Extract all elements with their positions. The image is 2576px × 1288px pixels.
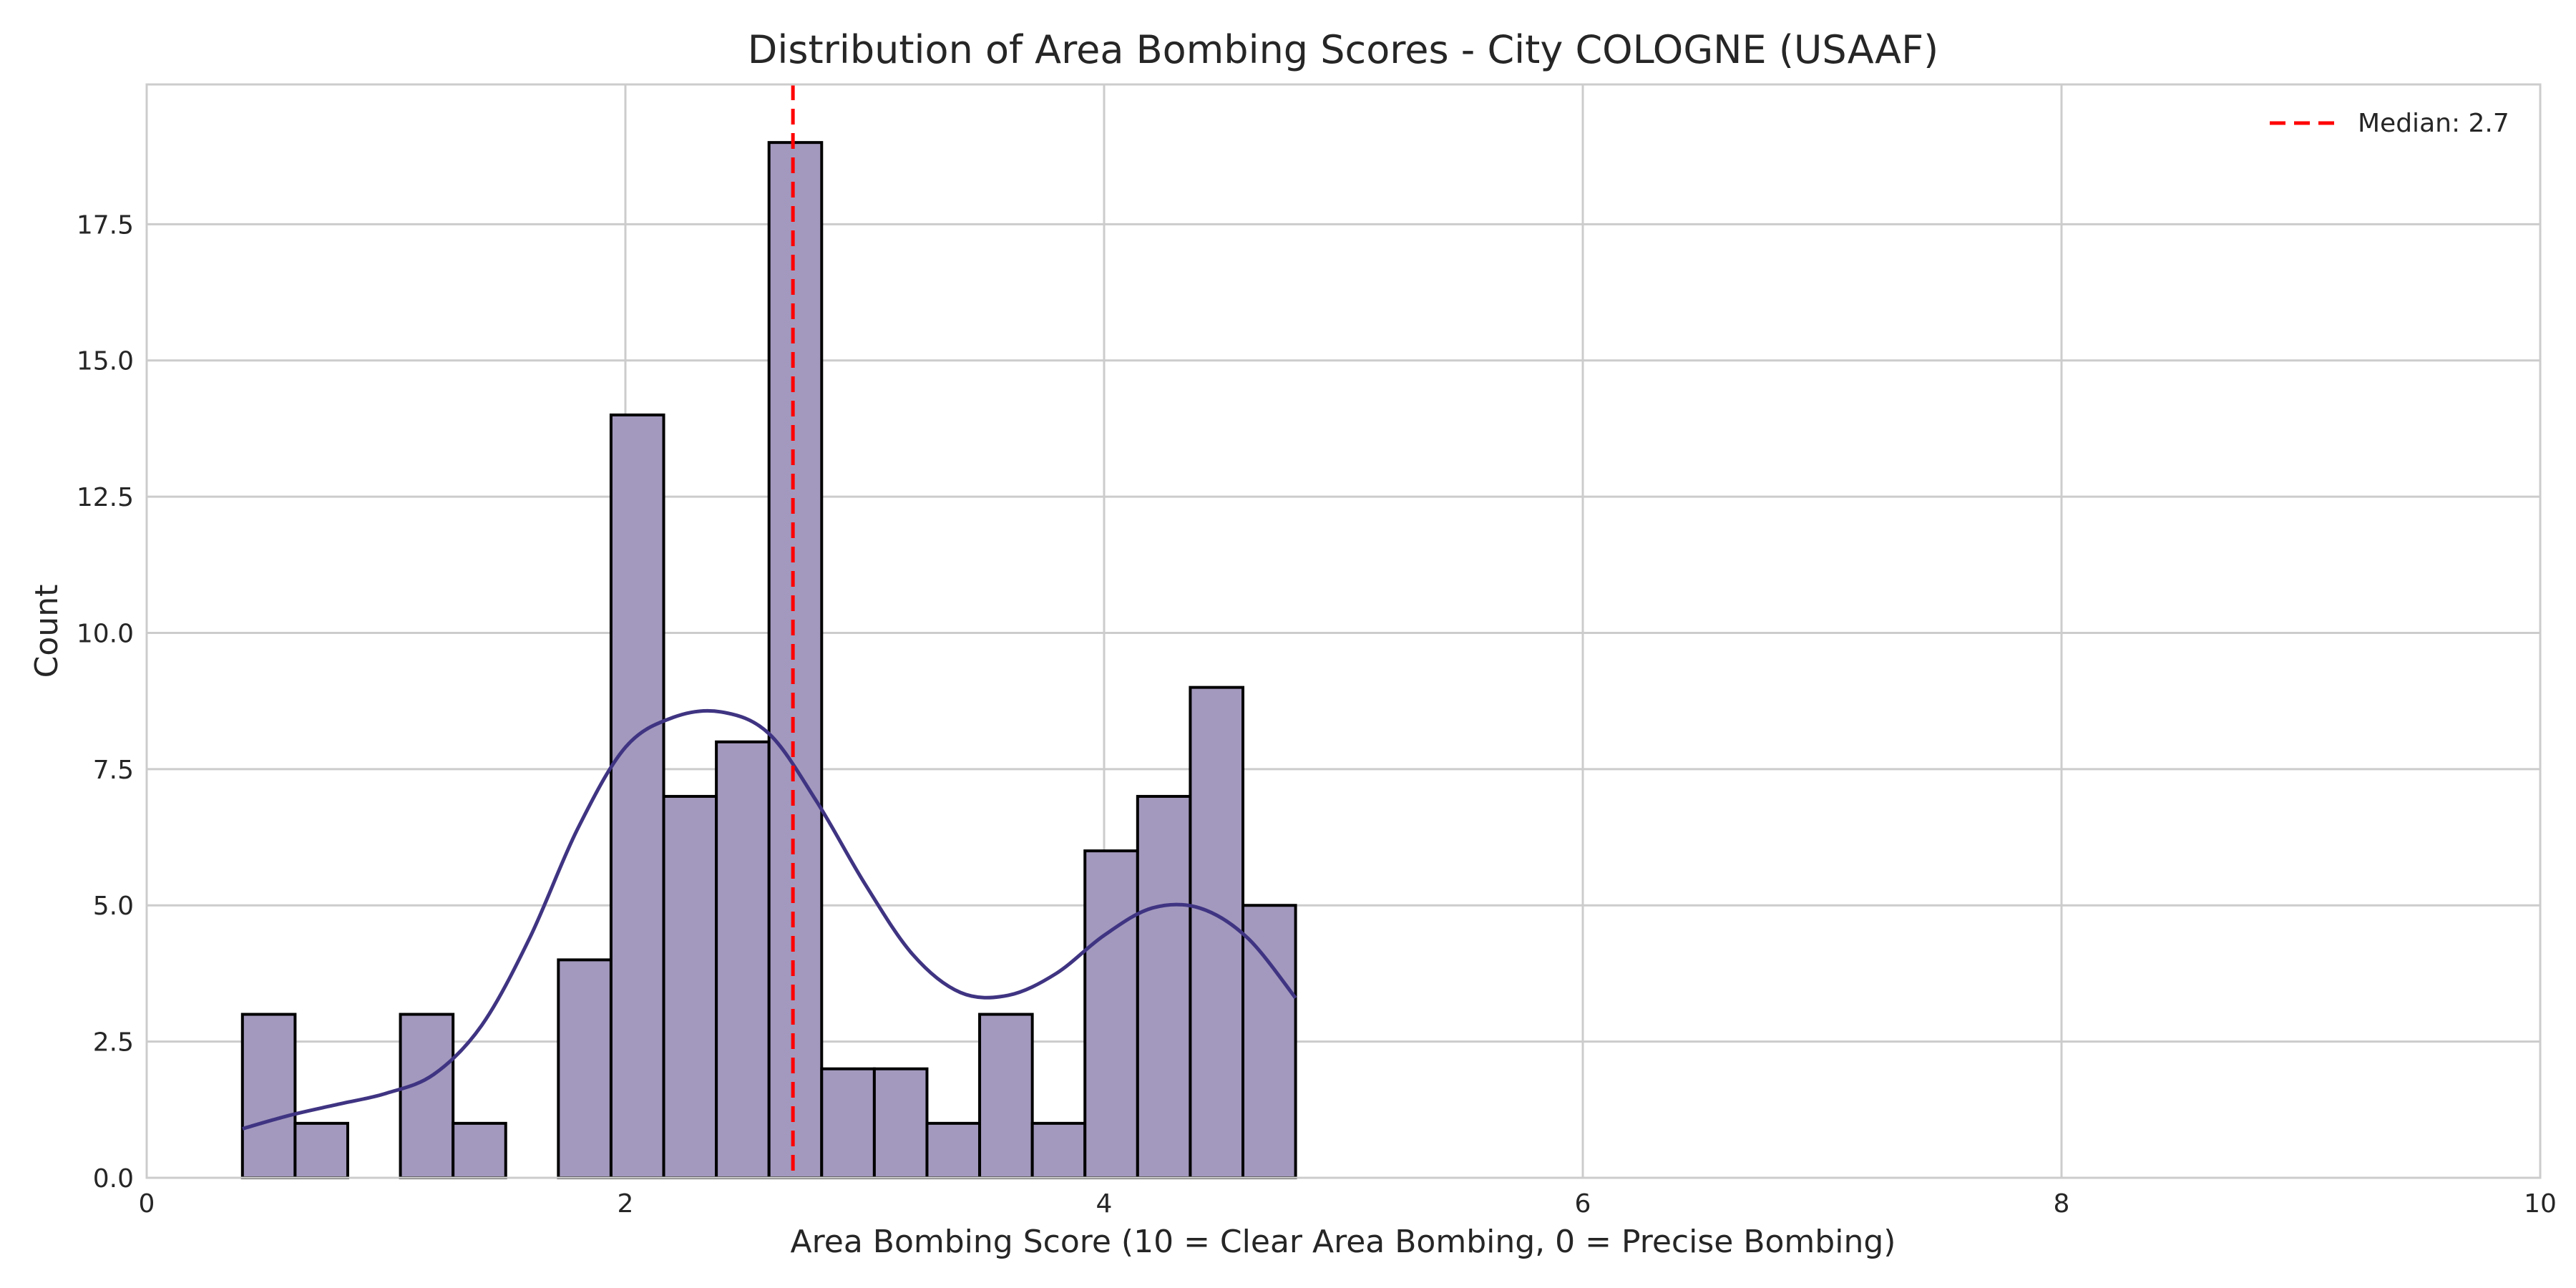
y-tick-label: 2.5 <box>93 1028 134 1058</box>
chart-title: Distribution of Area Bombing Scores - Ci… <box>748 27 1938 72</box>
histogram-bar <box>767 141 824 1179</box>
histogram-bar <box>925 1121 982 1180</box>
y-axis-label: Count <box>29 585 65 678</box>
histogram-bar <box>557 958 613 1179</box>
legend-median-label: Median: 2.7 <box>2358 109 2509 138</box>
x-axis-ticks: 0 2 4 6 8 10 <box>139 1189 2557 1219</box>
x-tick-label: 0 <box>139 1189 155 1219</box>
x-tick-label: 4 <box>1096 1189 1113 1219</box>
histogram-bar <box>293 1121 349 1180</box>
histogram-bar <box>1189 686 1245 1179</box>
kde-curve <box>242 708 1297 1131</box>
x-tick-label: 8 <box>2054 1189 2070 1219</box>
x-tick-label: 10 <box>2524 1189 2557 1219</box>
x-tick-label: 2 <box>618 1189 634 1219</box>
y-tick-label: 12.5 <box>77 483 134 512</box>
histogram-bar <box>978 1013 1034 1180</box>
y-tick-label: 15.0 <box>77 347 134 376</box>
y-tick-label: 10.0 <box>77 619 134 648</box>
histogram-bar <box>1083 849 1139 1179</box>
histogram-bars <box>240 141 1297 1180</box>
histogram-bar <box>1136 794 1192 1180</box>
histogram-bar <box>452 1121 507 1180</box>
x-axis-label: Area Bombing Score (10 = Clear Area Bomb… <box>791 1224 1896 1260</box>
histogram-bar <box>662 794 718 1180</box>
histogram-bar <box>609 413 665 1180</box>
y-tick-label: 17.5 <box>77 210 134 240</box>
histogram-bar <box>872 1067 929 1179</box>
histogram-bar <box>1030 1121 1087 1180</box>
histogram-bar <box>820 1067 876 1179</box>
y-tick-label: 7.5 <box>93 756 134 785</box>
histogram-bar <box>1241 904 1297 1180</box>
x-tick-label: 6 <box>1575 1189 1591 1219</box>
y-tick-label: 0.0 <box>93 1164 134 1194</box>
histogram-bar <box>399 1013 455 1180</box>
plot-frame <box>145 83 2542 1179</box>
y-axis-ticks: 0.0 2.5 5.0 7.5 10.0 12.5 15.0 17.5 <box>77 210 134 1194</box>
histogram-bar <box>240 1013 297 1180</box>
y-tick-label: 5.0 <box>93 892 134 921</box>
legend: Median: 2.7 <box>2270 109 2509 138</box>
grid-lines <box>147 84 2540 1178</box>
histogram-bar <box>715 740 771 1179</box>
